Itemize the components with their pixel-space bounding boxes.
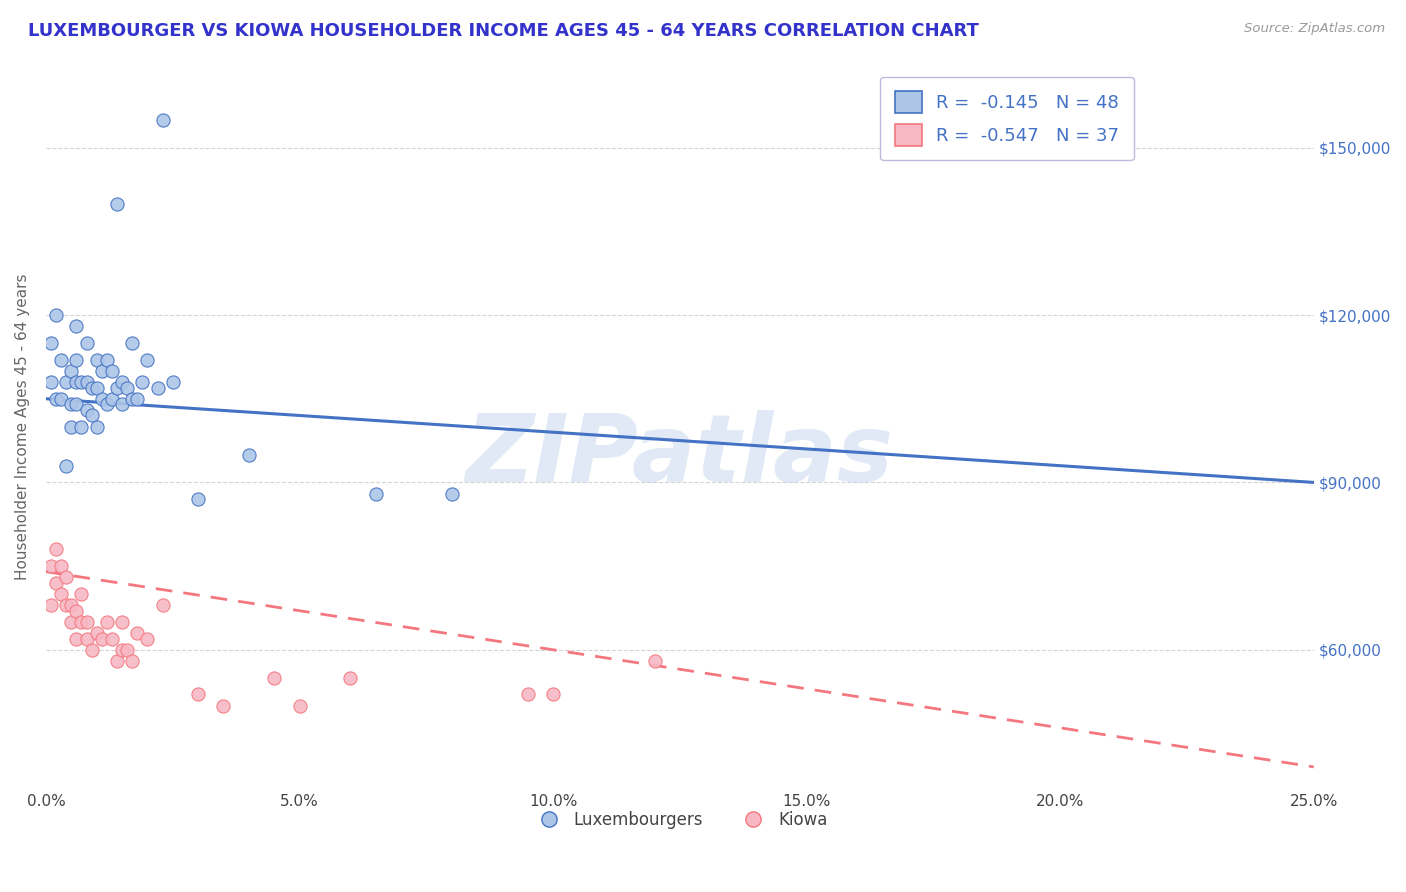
Point	[105, 381, 128, 395]
Point	[55, 598, 77, 612]
Point	[96, 615, 118, 629]
Point	[76, 375, 98, 389]
Point	[86, 352, 108, 367]
Point	[111, 615, 134, 629]
Point	[105, 196, 128, 211]
Point	[86, 381, 108, 395]
Point	[51, 352, 73, 367]
Legend: Luxembourgers, Kiowa: Luxembourgers, Kiowa	[526, 804, 834, 835]
Point	[65, 375, 87, 389]
Point	[76, 335, 98, 350]
Text: Source: ZipAtlas.com: Source: ZipAtlas.com	[1244, 22, 1385, 36]
Point	[55, 458, 77, 473]
Point	[364, 486, 387, 500]
Point	[440, 486, 463, 500]
Point	[288, 698, 311, 713]
Point	[101, 632, 124, 646]
Point	[121, 335, 143, 350]
Point	[96, 397, 118, 411]
Point	[162, 375, 184, 389]
Point	[39, 375, 62, 389]
Point	[65, 632, 87, 646]
Point	[60, 598, 83, 612]
Point	[187, 492, 209, 507]
Point	[70, 375, 93, 389]
Point	[60, 397, 83, 411]
Point	[86, 419, 108, 434]
Point	[111, 375, 134, 389]
Point	[45, 575, 67, 590]
Y-axis label: Householder Income Ages 45 - 64 years: Householder Income Ages 45 - 64 years	[15, 273, 30, 580]
Point	[105, 654, 128, 668]
Point	[39, 559, 62, 574]
Point	[136, 352, 159, 367]
Point	[45, 392, 67, 406]
Point	[121, 654, 143, 668]
Point	[115, 381, 138, 395]
Point	[136, 632, 159, 646]
Point	[70, 419, 93, 434]
Point	[516, 687, 538, 701]
Point	[80, 642, 103, 657]
Point	[187, 687, 209, 701]
Point	[45, 308, 67, 322]
Point	[70, 587, 93, 601]
Point	[131, 375, 153, 389]
Point	[76, 632, 98, 646]
Point	[152, 598, 174, 612]
Point	[339, 671, 361, 685]
Point	[146, 381, 169, 395]
Point	[51, 392, 73, 406]
Point	[80, 381, 103, 395]
Point	[90, 364, 112, 378]
Point	[212, 698, 235, 713]
Point	[60, 364, 83, 378]
Point	[39, 598, 62, 612]
Point	[70, 615, 93, 629]
Point	[65, 604, 87, 618]
Point	[127, 392, 149, 406]
Point	[111, 642, 134, 657]
Point	[60, 615, 83, 629]
Point	[101, 364, 124, 378]
Point	[55, 570, 77, 584]
Point	[90, 392, 112, 406]
Point	[263, 671, 285, 685]
Text: LUXEMBOURGER VS KIOWA HOUSEHOLDER INCOME AGES 45 - 64 YEARS CORRELATION CHART: LUXEMBOURGER VS KIOWA HOUSEHOLDER INCOME…	[28, 22, 979, 40]
Point	[86, 626, 108, 640]
Text: ZIPatlas: ZIPatlas	[465, 409, 894, 501]
Point	[111, 397, 134, 411]
Point	[238, 448, 260, 462]
Point	[80, 409, 103, 423]
Point	[65, 319, 87, 334]
Point	[96, 352, 118, 367]
Point	[65, 352, 87, 367]
Point	[541, 687, 564, 701]
Point	[51, 559, 73, 574]
Point	[65, 397, 87, 411]
Point	[127, 626, 149, 640]
Point	[45, 542, 67, 557]
Point	[101, 392, 124, 406]
Point	[90, 632, 112, 646]
Point	[152, 112, 174, 127]
Point	[76, 615, 98, 629]
Point	[76, 403, 98, 417]
Point	[121, 392, 143, 406]
Point	[39, 335, 62, 350]
Point	[60, 419, 83, 434]
Point	[55, 375, 77, 389]
Point	[51, 587, 73, 601]
Point	[115, 642, 138, 657]
Point	[644, 654, 666, 668]
